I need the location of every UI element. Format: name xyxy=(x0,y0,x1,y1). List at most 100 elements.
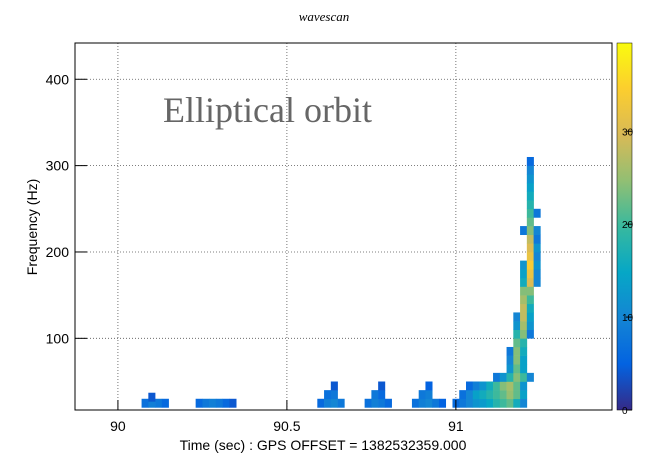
y-axis-label: Frequency (Hz) xyxy=(24,179,40,275)
heatmap-cell xyxy=(513,355,521,365)
heatmap-cell xyxy=(526,208,534,218)
heatmap-cell xyxy=(486,381,494,391)
heatmap-cell xyxy=(364,398,372,408)
heatmap-cell xyxy=(161,398,169,408)
heatmap-cell xyxy=(526,277,534,287)
colorbar xyxy=(616,42,633,411)
heatmap-cell xyxy=(520,269,528,279)
heatmap-cell xyxy=(513,381,521,391)
heatmap-cell xyxy=(526,260,534,270)
y-tick-label: 100 xyxy=(46,330,70,346)
heatmap-cell xyxy=(209,398,217,408)
heatmap-cell xyxy=(526,329,534,339)
heatmap-cell xyxy=(526,269,534,279)
heatmap-cell xyxy=(513,372,521,382)
heatmap-cell xyxy=(520,286,528,296)
heatmap-cell xyxy=(533,251,541,261)
heatmap-cell xyxy=(533,277,541,287)
heatmap-cell xyxy=(202,398,210,408)
heatmap-cell xyxy=(520,321,528,330)
heatmap-cell xyxy=(526,312,534,322)
heatmap-cell xyxy=(520,355,528,365)
heatmap-cell xyxy=(330,381,338,391)
heatmap-cell xyxy=(466,390,474,400)
heatmap-cell xyxy=(229,398,237,408)
heatmap-cell xyxy=(337,398,345,408)
heatmap-cell xyxy=(520,260,528,270)
x-axis-label: Time (sec) : GPS OFFSET = 1382532359.000 xyxy=(180,437,467,453)
x-tick-label: 90 xyxy=(110,418,126,434)
heatmap-cell xyxy=(499,372,507,382)
heatmap-cell xyxy=(520,346,528,356)
heatmap-cell xyxy=(438,398,447,408)
heatmap-cell xyxy=(520,381,528,391)
heatmap-cell xyxy=(520,398,528,408)
heatmap-cell xyxy=(148,392,156,402)
heatmap-cell xyxy=(513,338,521,348)
heatmap-cell xyxy=(526,191,534,201)
heatmap-cell xyxy=(418,398,426,408)
heatmap-cell xyxy=(526,234,534,244)
heatmap-cell xyxy=(425,398,433,408)
y-tick-label: 300 xyxy=(46,158,70,174)
heatmap-cell xyxy=(378,390,386,400)
heatmap-cell xyxy=(317,398,325,408)
heatmap-cell xyxy=(479,381,487,391)
heatmap-cell xyxy=(520,372,528,382)
heatmap-cell xyxy=(533,260,541,270)
heatmap-cell xyxy=(526,321,534,330)
heatmap-cell xyxy=(195,398,203,408)
colorbar-tick-label: 10 xyxy=(622,313,634,324)
heatmap-cell xyxy=(506,355,514,365)
heatmap-cell xyxy=(526,217,534,227)
plot-frame xyxy=(74,42,613,411)
heatmap-cell xyxy=(472,381,480,391)
heatmap-cell xyxy=(486,390,494,400)
heatmap-cell xyxy=(506,390,514,400)
heatmap-cell xyxy=(330,390,338,400)
heatmap-cell xyxy=(526,372,534,382)
heatmap-cell xyxy=(526,174,534,184)
heatmap-cell xyxy=(493,372,501,382)
heatmap-cell xyxy=(506,381,514,391)
annotation: Elliptical orbit xyxy=(163,90,372,130)
heatmap-cell xyxy=(466,398,474,408)
y-tick-label: 400 xyxy=(46,71,70,87)
colorbar-tick-label: 20 xyxy=(622,220,634,231)
heatmap-cell xyxy=(371,390,379,400)
heatmap-cell xyxy=(526,286,534,296)
heatmap-cell xyxy=(479,390,487,400)
heatmap-cell xyxy=(533,234,541,244)
heatmap-cell xyxy=(520,226,528,236)
heatmap-cell xyxy=(425,390,433,400)
heatmap-cell xyxy=(472,390,480,400)
heatmap-cell xyxy=(141,398,149,408)
heatmap-cell xyxy=(479,398,487,408)
heatmap-cell xyxy=(486,398,494,408)
heatmap-cell xyxy=(526,251,534,261)
heatmap-cell xyxy=(493,390,501,400)
heatmap-cell xyxy=(520,329,528,339)
heatmap-cell xyxy=(506,398,514,408)
heatmap-cell xyxy=(330,398,338,408)
heatmap-cell xyxy=(520,338,528,348)
heatmap-cell xyxy=(533,243,541,253)
heatmap-cell xyxy=(459,390,467,400)
heatmap-cell xyxy=(513,346,521,356)
heatmap-cell xyxy=(533,208,541,218)
heatmap-cell xyxy=(499,381,507,391)
heatmap-cell xyxy=(384,398,392,408)
heatmap-cell xyxy=(506,372,514,382)
heatmap-cell xyxy=(513,364,521,374)
heatmap-cell xyxy=(520,390,528,400)
heatmap-cell xyxy=(513,329,521,339)
heatmap-cell xyxy=(371,398,379,408)
heatmap-cell xyxy=(526,226,534,236)
heatmap-cell xyxy=(155,398,163,408)
heatmap-cell xyxy=(520,303,528,313)
x-tick-label: 91 xyxy=(448,418,464,434)
heatmap-cell xyxy=(526,200,534,210)
heatmap-cell xyxy=(148,398,156,408)
